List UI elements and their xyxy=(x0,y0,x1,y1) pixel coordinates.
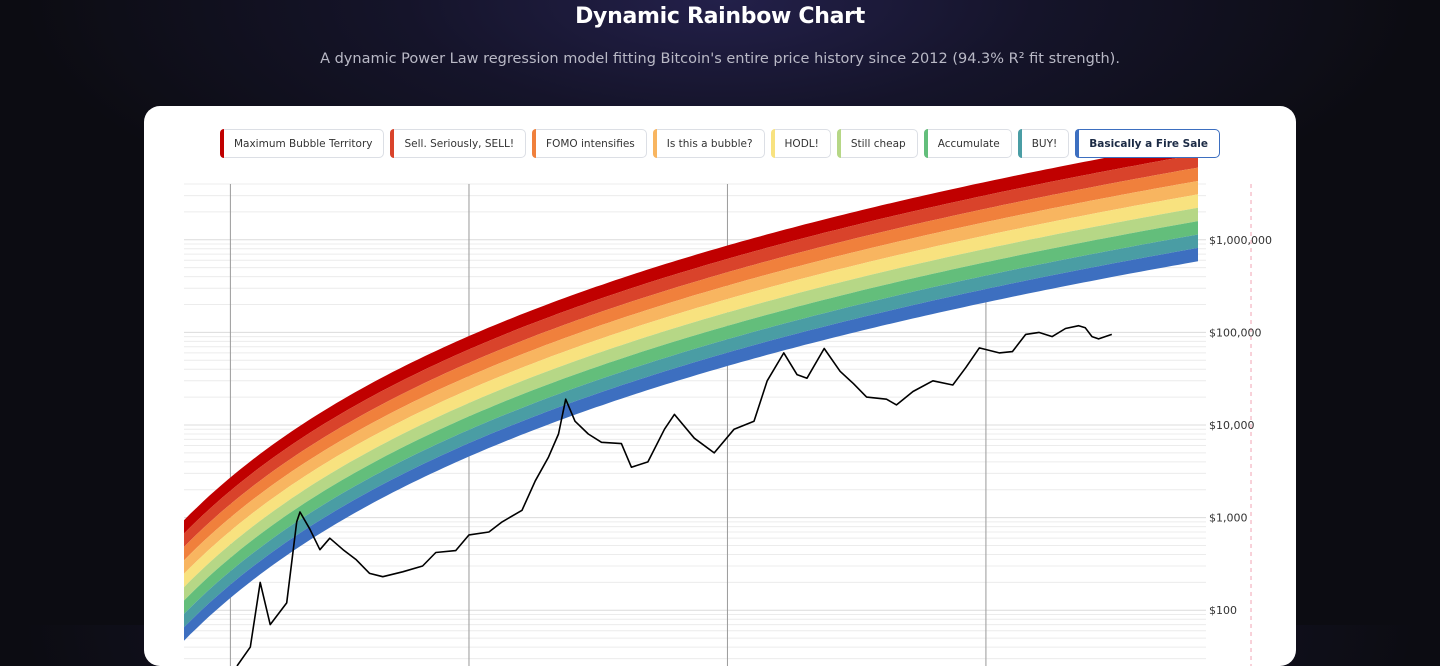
legend-chip-label: FOMO intensifies xyxy=(546,137,635,150)
legend-chip-buy[interactable]: BUY! xyxy=(1017,129,1070,158)
y-tick-label: $100,000 xyxy=(1209,326,1262,339)
legend-chip-label: Maximum Bubble Territory xyxy=(233,137,373,150)
legend-chip-sell[interactable]: Sell. Seriously, SELL! xyxy=(390,129,527,158)
legend-chip-label: Basically a Fire Sale xyxy=(1089,137,1209,150)
page-subtitle: A dynamic Power Law regression model fit… xyxy=(320,51,1120,67)
legend-chip-maximum-bubble[interactable]: Maximum Bubble Territory xyxy=(219,129,385,158)
rainbow-chart: $100 $1,000 $10,000 $100,000 $1,000,000 xyxy=(184,140,1272,666)
y-tick-label: $1,000 xyxy=(1209,512,1248,525)
legend-swatch xyxy=(1017,129,1022,158)
legend-swatch xyxy=(219,129,224,158)
legend-swatch xyxy=(770,129,775,158)
legend-swatch xyxy=(390,129,395,158)
price-line xyxy=(236,324,1113,666)
legend-chip-label: BUY! xyxy=(1031,137,1058,150)
legend-chip-fire-sale[interactable]: Basically a Fire Sale xyxy=(1075,129,1221,158)
legend-chip-bubble[interactable]: Is this a bubble? xyxy=(652,129,765,158)
legend-chip-label: Sell. Seriously, SELL! xyxy=(404,137,515,150)
legend-chip-accumulate[interactable]: Accumulate xyxy=(923,129,1012,158)
legend-chip-fomo[interactable]: FOMO intensifies xyxy=(532,129,647,158)
legend-chip-label: Accumulate xyxy=(937,137,1000,150)
legend-swatch xyxy=(923,129,928,158)
legend-swatch xyxy=(1075,129,1080,158)
band-legend: Maximum Bubble Territory Sell. Seriously… xyxy=(144,129,1296,158)
chart-card: $100 $1,000 $10,000 $100,000 $1,000,000 Maxi… xyxy=(144,106,1296,666)
page-title: Dynamic Rainbow Chart xyxy=(575,4,865,29)
legend-chip-hodl[interactable]: HODL! xyxy=(770,129,831,158)
legend-chip-still-cheap[interactable]: Still cheap xyxy=(836,129,918,158)
legend-swatch xyxy=(532,129,537,158)
y-tick-label: $1,000,000 xyxy=(1209,234,1272,247)
legend-chip-label: HODL! xyxy=(784,137,819,150)
legend-swatch xyxy=(836,129,841,158)
legend-chip-label: Still cheap xyxy=(850,137,906,150)
legend-chip-label: Is this a bubble? xyxy=(666,137,753,150)
y-tick-label: $10,000 xyxy=(1209,419,1255,432)
legend-swatch xyxy=(652,129,657,158)
y-tick-label: $100 xyxy=(1209,604,1237,617)
